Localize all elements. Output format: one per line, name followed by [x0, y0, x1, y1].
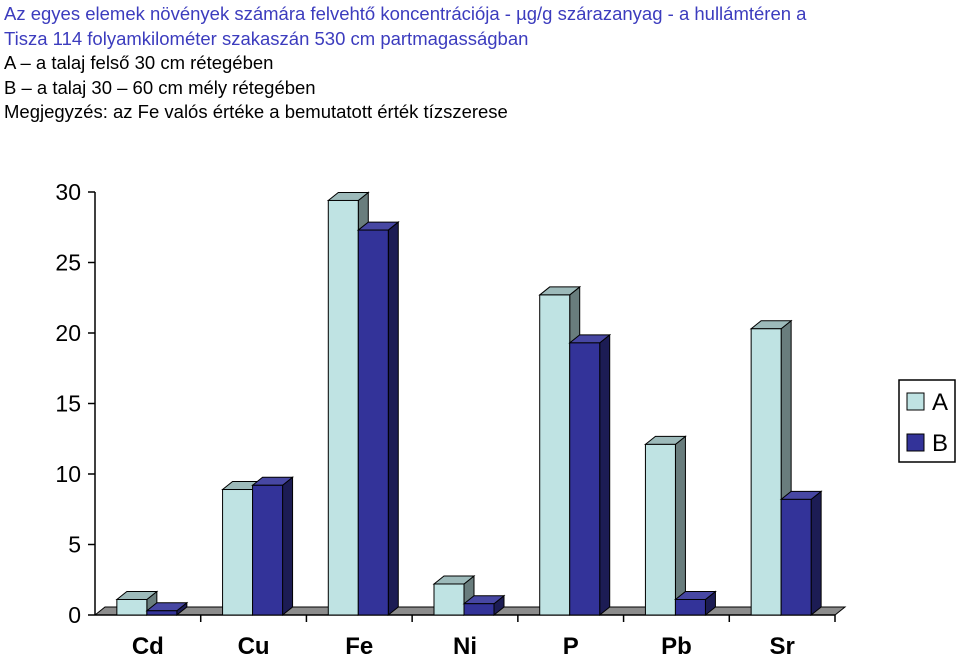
- bar-B-Cu: [251, 476, 294, 617]
- legend-label-B: B: [932, 430, 948, 457]
- y-tick-label: 5: [68, 532, 81, 558]
- bar-B-Pb: [674, 590, 717, 617]
- y-tick-label: 0: [68, 602, 81, 628]
- y-tick-label: 15: [55, 391, 81, 417]
- y-tick-label: 10: [55, 461, 81, 487]
- title-line-1: Az egyes elemek növények számára felveht…: [4, 3, 807, 24]
- y-tick-label: 25: [55, 250, 81, 276]
- legend-swatch-B: [906, 433, 925, 452]
- bar-A-Sr: [749, 319, 793, 617]
- legend-label-A: A: [932, 389, 948, 416]
- y-tick-label: 30: [55, 179, 81, 205]
- x-category-label: Ni: [453, 633, 477, 656]
- note-line-fe: Megjegyzés: az Fe valós értéke a bemutat…: [4, 101, 508, 122]
- note-line-a: A – a talaj felső 30 cm rétegében: [4, 52, 274, 73]
- bar-A-Cd: [115, 590, 159, 617]
- x-category-label: P: [563, 633, 579, 656]
- bar-B-Sr: [779, 490, 823, 617]
- x-category-label: Pb: [661, 633, 692, 656]
- title-line-2: Tisza 114 folyamkilométer szakaszán 530 …: [4, 27, 529, 49]
- bar-A-Pb: [644, 435, 687, 617]
- chart-header: Az egyes elemek növények számára felveht…: [4, 2, 956, 125]
- bar-B-Fe: [356, 221, 400, 617]
- bar-B-P: [568, 333, 612, 617]
- bar-B-Cd: [145, 601, 189, 617]
- y-tick-label: 20: [55, 320, 81, 346]
- x-category-label: Fe: [345, 633, 373, 656]
- x-category-label: Cd: [132, 633, 164, 656]
- bar-B-Ni: [462, 594, 506, 617]
- x-category-label: Cu: [238, 633, 270, 656]
- legend-swatch-A: [906, 392, 925, 411]
- note-line-b: B – a talaj 30 – 60 cm mély rétegében: [4, 76, 316, 98]
- x-category-label: Sr: [769, 633, 794, 656]
